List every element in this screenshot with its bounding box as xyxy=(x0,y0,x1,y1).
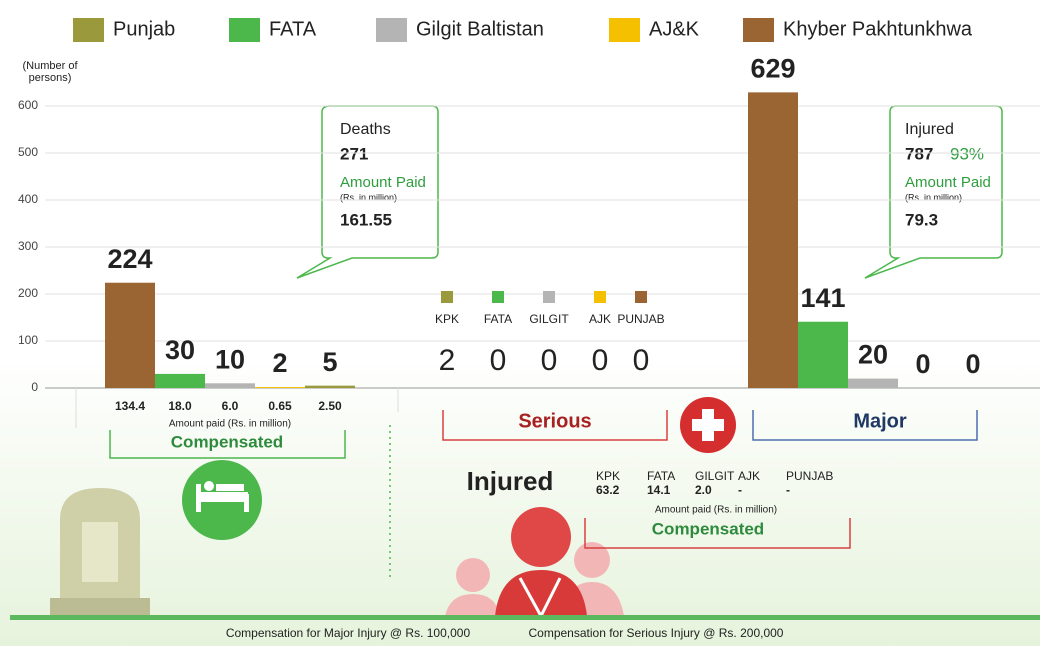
serious-marker xyxy=(492,291,504,303)
serious-marker xyxy=(543,291,555,303)
callout-amount-unit: (Rs. in million) xyxy=(905,192,962,202)
people-icon xyxy=(445,507,624,620)
serious-value: 0 xyxy=(541,344,558,377)
y-tick-label: 400 xyxy=(18,192,38,206)
bar xyxy=(748,92,798,389)
data-label: 0 xyxy=(915,349,930,379)
bracket xyxy=(442,410,668,441)
legend-label: FATA xyxy=(269,18,317,40)
callout-count: 271 xyxy=(340,144,368,163)
group-heading: Serious xyxy=(518,410,591,432)
legend-label: AJ&K xyxy=(649,18,700,40)
amount-label: 6.0 xyxy=(222,399,239,413)
amount-label: 0.65 xyxy=(268,399,292,413)
injured-category: AJK xyxy=(738,469,760,483)
y-axis-label: persons) xyxy=(29,72,72,84)
red-cross xyxy=(680,397,736,453)
injured-amount: - xyxy=(738,483,742,497)
serious-category: PUNJAB xyxy=(617,312,664,326)
serious-category: GILGIT xyxy=(529,312,569,326)
bar xyxy=(798,321,848,388)
callout-title: Deaths xyxy=(340,121,391,138)
serious-category: AJK xyxy=(589,312,611,326)
bar xyxy=(305,385,355,388)
group-heading: Major xyxy=(853,410,907,432)
y-tick-label: 200 xyxy=(18,286,38,300)
y-tick-label: 100 xyxy=(18,333,38,347)
bar xyxy=(105,282,155,388)
data-label: 5 xyxy=(322,347,337,377)
y-tick-label: 0 xyxy=(31,380,38,394)
legend-swatch xyxy=(73,18,104,42)
bed-icon xyxy=(182,460,262,540)
data-label: 2 xyxy=(272,348,287,378)
data-label: 30 xyxy=(165,335,195,365)
group-heading: Compensated xyxy=(652,519,764,538)
legend-label: Khyber Pakhtunkhwa xyxy=(783,18,973,40)
injured-amount: 63.2 xyxy=(596,483,620,497)
bracket xyxy=(752,410,978,441)
serious-marker xyxy=(635,291,647,303)
y-axis-label: (Number of xyxy=(22,60,78,72)
group-heading: Compensated xyxy=(171,432,283,451)
y-tick-label: 600 xyxy=(18,98,38,112)
data-label: 629 xyxy=(750,53,795,83)
data-label: 0 xyxy=(965,349,980,379)
legend-label: Punjab xyxy=(113,18,175,40)
injured-amount: 2.0 xyxy=(695,483,712,497)
bracket xyxy=(109,430,346,459)
amount-caption: Amount paid (Rs. in million) xyxy=(655,505,777,516)
legend-swatch xyxy=(743,18,774,42)
serious-marker xyxy=(594,291,606,303)
callout-amount: 161.55 xyxy=(340,210,392,229)
bar xyxy=(205,383,255,388)
legend-swatch xyxy=(229,18,260,42)
tombstone xyxy=(50,488,150,616)
bar xyxy=(848,378,898,388)
injured-category: KPK xyxy=(596,469,620,483)
serious-value: 2 xyxy=(439,344,456,377)
callout-amount-label: Amount Paid xyxy=(340,174,426,191)
callout-share: 93% xyxy=(950,144,984,163)
data-label: 224 xyxy=(107,244,152,274)
legend-swatch xyxy=(376,18,407,42)
y-tick-label: 500 xyxy=(18,145,38,159)
data-label: 141 xyxy=(800,283,845,313)
injured-amount: 14.1 xyxy=(647,483,671,497)
footer-line xyxy=(10,615,1040,620)
bracket xyxy=(584,518,851,549)
footer-note: Compensation for Major Injury @ Rs. 100,… xyxy=(226,626,471,640)
serious-value: 0 xyxy=(633,344,650,377)
callout-title: Injured xyxy=(905,121,954,138)
serious-marker xyxy=(441,291,453,303)
serious-category: FATA xyxy=(484,312,512,326)
bar xyxy=(155,373,205,388)
legend-label: Gilgit Baltistan xyxy=(416,18,544,40)
serious-value: 0 xyxy=(490,344,507,377)
injured-category: FATA xyxy=(647,469,675,483)
injured-category: GILGIT xyxy=(695,469,735,483)
data-label: 20 xyxy=(858,340,888,370)
callout-amount-label: Amount Paid xyxy=(905,174,991,191)
bar xyxy=(255,387,305,388)
amount-label: 134.4 xyxy=(115,399,145,413)
serious-value: 0 xyxy=(592,344,609,377)
injured-callout: Injured 787 93% Amount Paid (Rs. in mill… xyxy=(864,105,1003,279)
y-tick-label: 300 xyxy=(18,239,38,253)
amount-label: 2.50 xyxy=(318,399,342,413)
injured-category: PUNJAB xyxy=(786,469,833,483)
amount-caption: Amount paid (Rs. in million) xyxy=(169,419,291,430)
injured-heading: Injured xyxy=(467,466,554,496)
deaths-callout: Deaths 271 Amount Paid (Rs. in million) … xyxy=(296,105,439,279)
amount-label: 18.0 xyxy=(168,399,192,413)
injured-amount: - xyxy=(786,483,790,497)
callout-count: 787 xyxy=(905,144,933,163)
data-label: 10 xyxy=(215,344,245,374)
serious-category: KPK xyxy=(435,312,459,326)
callout-amount: 79.3 xyxy=(905,210,938,229)
callout-amount-unit: (Rs. in million) xyxy=(340,192,397,202)
legend-swatch xyxy=(609,18,640,42)
footer-note: Compensation for Serious Injury @ Rs. 20… xyxy=(529,626,784,640)
